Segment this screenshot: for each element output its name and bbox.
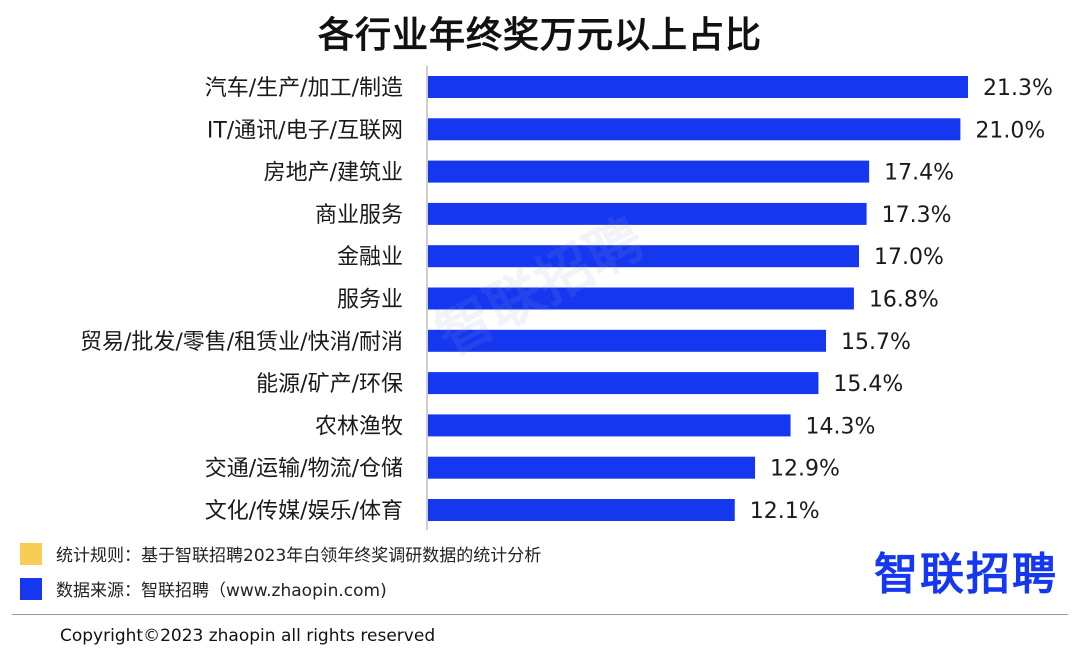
category-label: 金融业 xyxy=(337,245,403,270)
bar xyxy=(428,160,870,183)
bar-chart: 汽车/生产/加工/制造 21.3% IT/通讯/电子/互联网 21.0% 房地产/建筑业… xyxy=(80,66,1053,530)
bar xyxy=(428,456,756,479)
chart-title: 各行业年终奖万元以上占比 xyxy=(317,15,762,56)
legend-rule-swatch xyxy=(20,542,42,565)
category-label: 贸易/批发/零售/租赁业/快消/耐消 xyxy=(80,330,403,355)
copyright-text: Copyright©2023 zhaopin all rights reserv… xyxy=(60,626,436,646)
value-label: 21.0% xyxy=(975,118,1045,143)
bar xyxy=(428,202,867,225)
value-label: 17.0% xyxy=(874,245,944,270)
category-label: 农林渔牧 xyxy=(315,414,403,439)
value-label: 15.7% xyxy=(841,330,911,355)
value-label: 17.4% xyxy=(884,161,954,186)
category-label: 服务业 xyxy=(337,288,403,313)
value-label: 17.3% xyxy=(882,203,952,228)
value-label: 15.4% xyxy=(833,372,903,397)
legend-source-text: 数据来源：智联招聘（www.zhaopin.com) xyxy=(56,581,387,601)
bar xyxy=(428,329,827,352)
category-label: 房地产/建筑业 xyxy=(264,161,403,186)
category-label: 商业服务 xyxy=(315,203,403,228)
value-label: 12.9% xyxy=(770,457,840,482)
bar xyxy=(428,372,819,395)
category-label: 能源/矿产/环保 xyxy=(256,372,403,397)
bar xyxy=(428,499,735,521)
bar xyxy=(428,76,968,98)
legend-rule-text: 统计规则：基于智联招聘2023年白领年终奖调研数据的统计分析 xyxy=(56,546,542,566)
bar xyxy=(428,414,791,437)
category-label: 交通/运输/物流/仓储 xyxy=(205,457,403,482)
value-label: 16.8% xyxy=(869,288,939,313)
category-label: 文化/传媒/娱乐/体育 xyxy=(205,499,403,524)
value-label: 21.3% xyxy=(983,76,1053,101)
bar xyxy=(428,245,859,268)
value-label: 14.3% xyxy=(806,414,876,439)
legend-source: 数据来源：智联招聘（www.zhaopin.com) xyxy=(20,576,387,601)
footer-divider xyxy=(12,614,1068,615)
category-label: IT/通讯/电子/互联网 xyxy=(207,118,403,143)
value-label: 12.1% xyxy=(750,499,820,524)
bar xyxy=(428,287,854,310)
bar xyxy=(428,118,961,141)
brand-logo: 智联招聘 xyxy=(874,549,1058,600)
category-label: 汽车/生产/加工/制造 xyxy=(205,76,403,101)
legend-rule: 统计规则：基于智联招聘2023年白领年终奖调研数据的统计分析 xyxy=(20,541,541,566)
legend-source-swatch xyxy=(20,577,42,600)
